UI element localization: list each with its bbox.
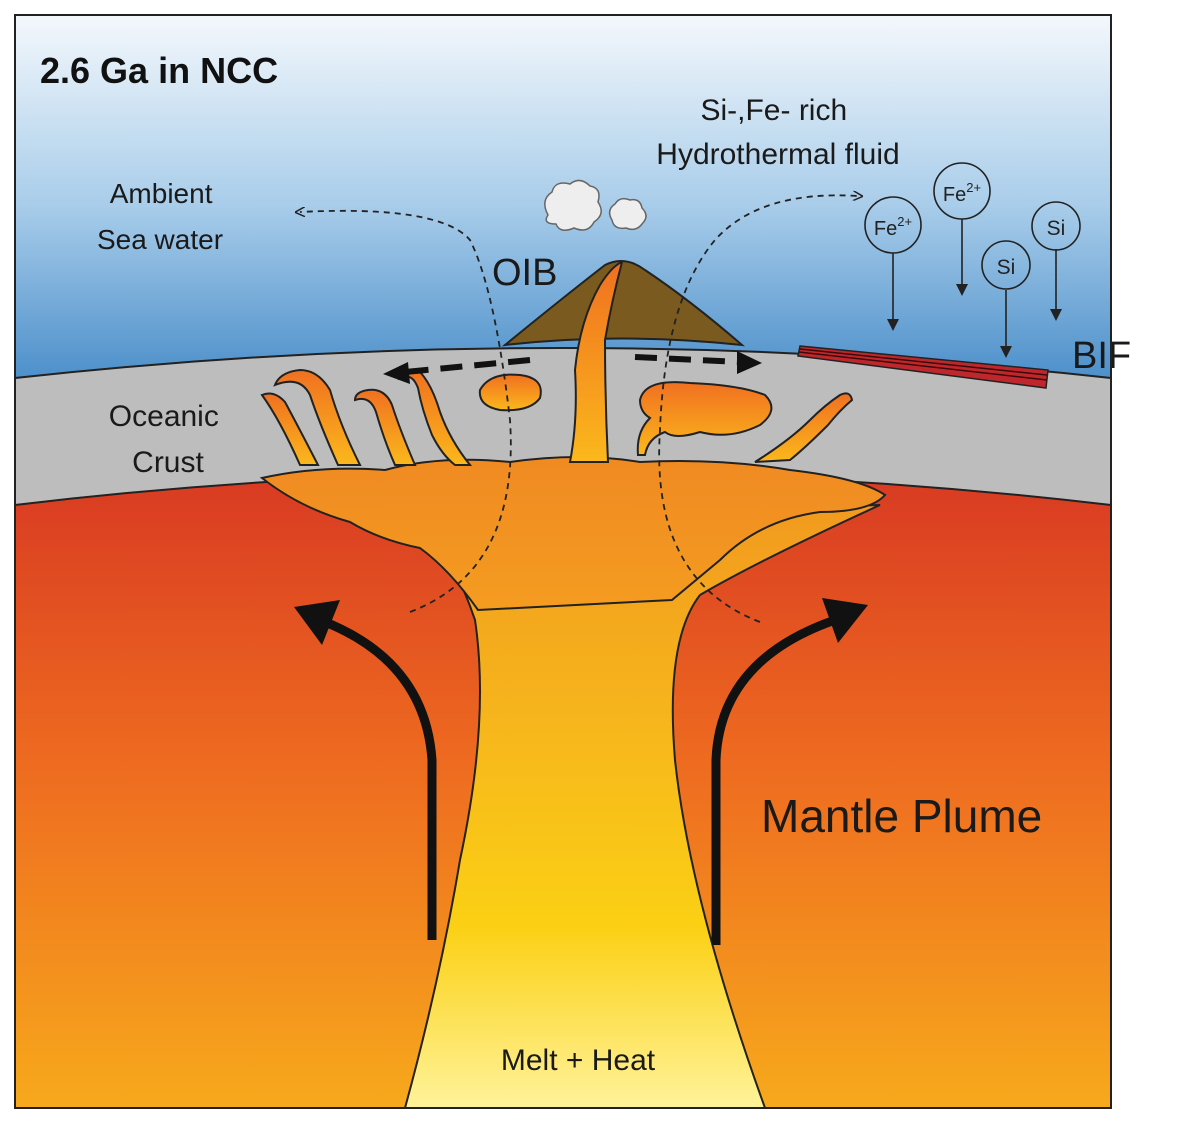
ion-circle-1: Fe2+ bbox=[864, 196, 922, 254]
arrow-right-head bbox=[737, 351, 762, 374]
ion-circle-3: Si bbox=[981, 240, 1031, 290]
fluid-label: Si-,Fe- rich Hydrothermal fluid bbox=[656, 94, 899, 171]
mantle-flow-arrowhead-left bbox=[294, 600, 340, 645]
mantle-flow-arrowhead-right bbox=[822, 598, 868, 643]
dike-3 bbox=[353, 388, 417, 466]
mantle-flow-arrow-left bbox=[318, 615, 437, 940]
diagram-frame bbox=[14, 14, 1112, 1109]
dike-5 bbox=[754, 392, 854, 463]
volcano-oib bbox=[501, 260, 746, 347]
sill-right bbox=[636, 381, 773, 456]
mantle-flow-arrow-right bbox=[711, 615, 837, 945]
dike-2 bbox=[273, 368, 362, 466]
bif-layer bbox=[797, 345, 1049, 389]
melt-heat-label: Melt + Heat bbox=[501, 1044, 656, 1077]
oceanic-crust-label: Oceanic Crust bbox=[109, 400, 227, 479]
ion-circle-2: Fe2+ bbox=[933, 162, 991, 220]
hydrothermal-circulation bbox=[300, 195, 858, 623]
svg-text:Si: Si bbox=[1047, 217, 1066, 240]
sill-left bbox=[478, 373, 542, 412]
lateral-flow-arrows bbox=[404, 354, 741, 375]
mantle-plume-label: Mantle Plume bbox=[761, 790, 1042, 842]
svg-text:Fe2+: Fe2+ bbox=[874, 214, 912, 240]
central-dike bbox=[568, 260, 624, 463]
diagram-title: 2.6 Ga in NCC bbox=[40, 50, 278, 91]
oib-label: OIB bbox=[492, 252, 557, 294]
svg-text:Fe2+: Fe2+ bbox=[943, 180, 981, 206]
bif-label: BIF bbox=[1072, 335, 1131, 377]
ion-fallout bbox=[887, 219, 1062, 358]
arrow-left-head bbox=[383, 362, 410, 384]
ambient-label: Ambient Sea water bbox=[97, 178, 223, 255]
dike-1 bbox=[260, 392, 320, 466]
plume-stem bbox=[403, 504, 881, 1109]
steam-cloud-icon bbox=[544, 179, 647, 231]
ion-circle-4: Si bbox=[1031, 201, 1081, 251]
svg-text:Si: Si bbox=[997, 256, 1016, 279]
